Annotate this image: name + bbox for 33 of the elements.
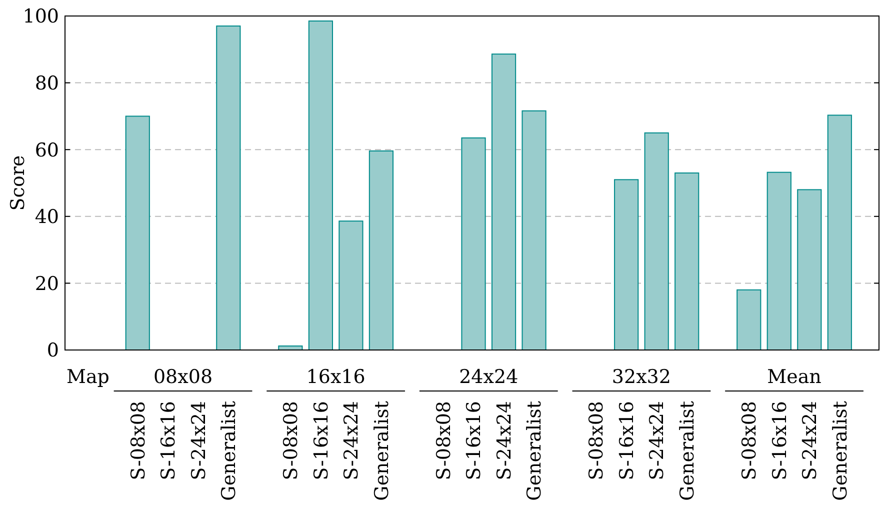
x-tick-label: S-16x16: [616, 401, 638, 480]
text: 16x16: [306, 366, 366, 388]
x-tick-label: S-24x24: [799, 401, 822, 480]
x-tick-label: S-16x16: [310, 401, 332, 480]
x-tick-label: S-08x08: [280, 401, 302, 480]
y-tick-label: 0: [46, 340, 59, 362]
x-tick-label: S-24x24: [646, 401, 668, 480]
y-tick-label: 100: [22, 6, 59, 28]
text: 08x08: [153, 366, 213, 388]
text: Mean: [767, 366, 822, 388]
x-tick-label: S-16x16: [463, 401, 486, 480]
text: 24x24: [459, 366, 518, 388]
x-axis-title: Map: [66, 366, 110, 388]
y-tick-label: 20: [34, 272, 59, 295]
x-tick-label: S-08x08: [432, 401, 455, 480]
x-tick-label: S-16x16: [768, 401, 791, 480]
text: 32x32: [612, 366, 671, 388]
y-tick-label: 40: [34, 206, 59, 228]
x-tick-label: Generalist: [370, 400, 393, 501]
x-tick-label: Generalist: [524, 400, 546, 501]
y-tick-label: 80: [34, 72, 59, 94]
x-tick-label: S-08x08: [586, 401, 608, 480]
y-tick-label: 60: [34, 139, 59, 162]
x-tick-label: Generalist: [676, 400, 698, 501]
x-tick-label: S-24x24: [493, 401, 516, 480]
x-tick-label: Generalist: [218, 400, 240, 501]
x-tick-label: S-16x16: [158, 401, 180, 480]
x-tick-label: S-24x24: [340, 401, 363, 480]
y-axis-title: Score: [7, 155, 29, 211]
x-tick-label: Generalist: [829, 400, 852, 501]
x-tick-label: S-08x08: [127, 401, 150, 480]
x-tick-label: S-24x24: [188, 401, 210, 480]
x-tick-label: S-08x08: [738, 401, 761, 480]
